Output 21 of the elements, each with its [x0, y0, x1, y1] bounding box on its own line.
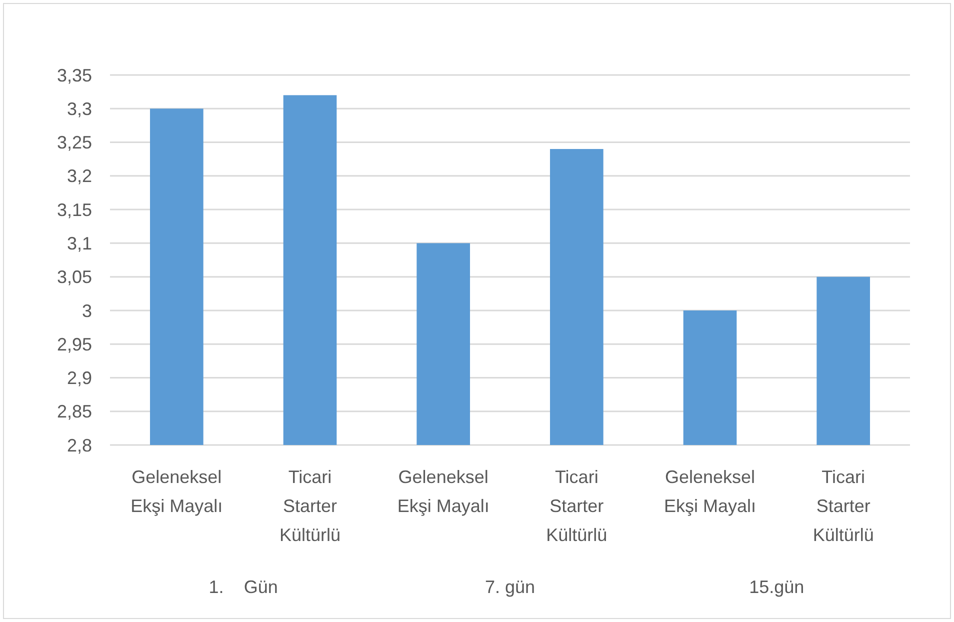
y-tick-label: 3,1: [66, 233, 92, 254]
y-tick-label: 2,85: [56, 402, 92, 422]
y-tick-label: 3,3: [66, 98, 92, 119]
y-tick-label: 3,25: [56, 132, 92, 153]
x-tick-label: Ticari Starter Kültürlü: [279, 467, 341, 545]
text: 15.gün: [749, 577, 804, 597]
text: 7. gün: [484, 577, 536, 597]
x-tick-label: Geleneksel Ekşi Mayalı: [130, 467, 223, 516]
x-tick-label: Geleneksel Ekşi Mayalı: [664, 467, 756, 516]
y-tick-label: 2,9: [66, 368, 92, 388]
y-tick-label: 2,95: [56, 334, 92, 354]
y-tick-label: 3,35: [56, 65, 92, 86]
y-tick-label: 3,05: [56, 267, 92, 288]
x-tick-label: Ticari Starter Kültürlü: [546, 467, 608, 545]
x-tick-label: Ticari Starter Kültürlü: [812, 467, 874, 545]
text: 1. Gün: [208, 577, 278, 597]
y-tick-label: 3,15: [56, 200, 92, 220]
y-tick-label: 3,2: [66, 166, 92, 186]
y-tick-label: 3: [82, 300, 92, 321]
y-tick-label: 2,8: [66, 435, 92, 456]
x-tick-label: Geleneksel Ekşi Mayalı: [397, 467, 490, 516]
